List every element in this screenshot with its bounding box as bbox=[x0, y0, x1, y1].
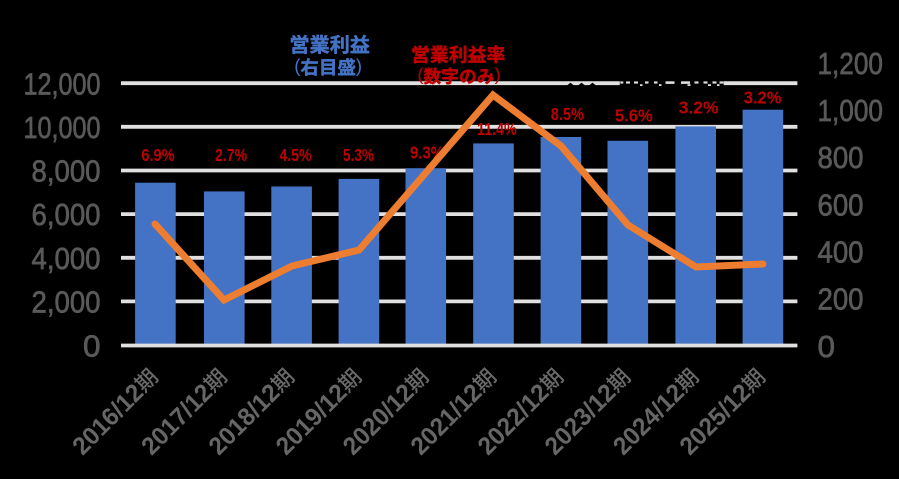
svg-text:600: 600 bbox=[818, 188, 864, 222]
svg-text:4,000: 4,000 bbox=[32, 242, 101, 276]
svg-text:400: 400 bbox=[818, 236, 864, 270]
svg-text:4.5%: 4.5% bbox=[279, 145, 311, 165]
svg-text:8.5%: 8.5% bbox=[551, 104, 584, 124]
svg-text:8,000: 8,000 bbox=[32, 155, 101, 189]
svg-text:5.3%: 5.3% bbox=[343, 145, 374, 165]
svg-text:1,000: 1,000 bbox=[818, 94, 883, 128]
svg-text:200: 200 bbox=[818, 283, 864, 317]
svg-text:5.6%: 5.6% bbox=[615, 106, 653, 126]
svg-text:10,000: 10,000 bbox=[24, 111, 101, 145]
svg-text:): ) bbox=[356, 55, 362, 76]
svg-text:2.7%: 2.7% bbox=[215, 145, 247, 165]
svg-text:): ) bbox=[495, 65, 501, 85]
svg-text:800: 800 bbox=[818, 141, 864, 175]
svg-text:12,000: 12,000 bbox=[24, 67, 101, 101]
svg-text:(: ( bbox=[294, 55, 301, 76]
svg-text:0: 0 bbox=[818, 330, 836, 364]
svg-text:0: 0 bbox=[83, 329, 101, 363]
svg-text:(: ( bbox=[418, 65, 424, 85]
svg-text:11.4%: 11.4% bbox=[477, 119, 517, 139]
svg-text:6,000: 6,000 bbox=[32, 198, 101, 232]
svg-text:2,000: 2,000 bbox=[32, 286, 101, 320]
svg-text:3.2%: 3.2% bbox=[679, 97, 719, 117]
svg-text:6.9%: 6.9% bbox=[141, 145, 175, 165]
svg-text:1,200: 1,200 bbox=[818, 47, 883, 81]
svg-text:3.2%: 3.2% bbox=[744, 88, 782, 108]
